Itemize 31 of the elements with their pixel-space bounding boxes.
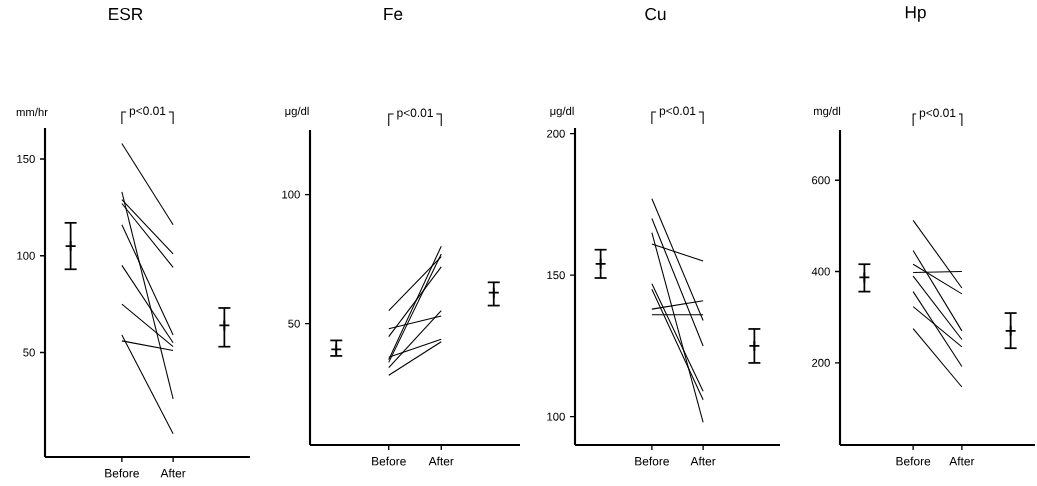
x-tick-label: Before (372, 456, 406, 466)
y-axis-title: μg/dl (550, 106, 574, 118)
x-tick-label: Before (896, 456, 931, 466)
y-axis-title: mg/dl (813, 106, 841, 118)
text: p<0.01 (129, 106, 166, 118)
x-tick-label: After (160, 468, 186, 478)
y-axis-title: μg/dl (285, 106, 309, 118)
y-tick-label: 200 (812, 358, 830, 367)
chart-title: Fe (384, 8, 403, 21)
text: p<0.01 (919, 108, 956, 120)
x-tick-label: Before (635, 456, 669, 466)
x-tick-label: Before (105, 468, 139, 478)
chart-title: Hp (905, 6, 926, 22)
y-tick-label: 400 (811, 267, 830, 276)
x-tick-label: After (690, 456, 716, 466)
chart-title: ESR (109, 7, 143, 21)
y-tick-label: 50 (23, 348, 35, 357)
y-tick-label: 50 (288, 319, 300, 328)
y-tick-label: 150 (547, 271, 565, 280)
x-tick-label: After (428, 456, 454, 466)
y-tick-label: 600 (812, 176, 830, 185)
text: p<0.01 (659, 106, 696, 118)
y-tick-label: 100 (17, 251, 35, 260)
y-tick-label: 200 (547, 129, 565, 138)
chart-title: Cu (645, 7, 666, 21)
y-axis-title: mm/hr (16, 107, 48, 117)
text: p<0.01 (397, 108, 433, 120)
y-tick-label: 100 (547, 412, 565, 421)
y-tick-label: 100 (282, 190, 300, 199)
y-tick-label: 150 (17, 154, 35, 163)
x-tick-label: After (949, 456, 975, 466)
